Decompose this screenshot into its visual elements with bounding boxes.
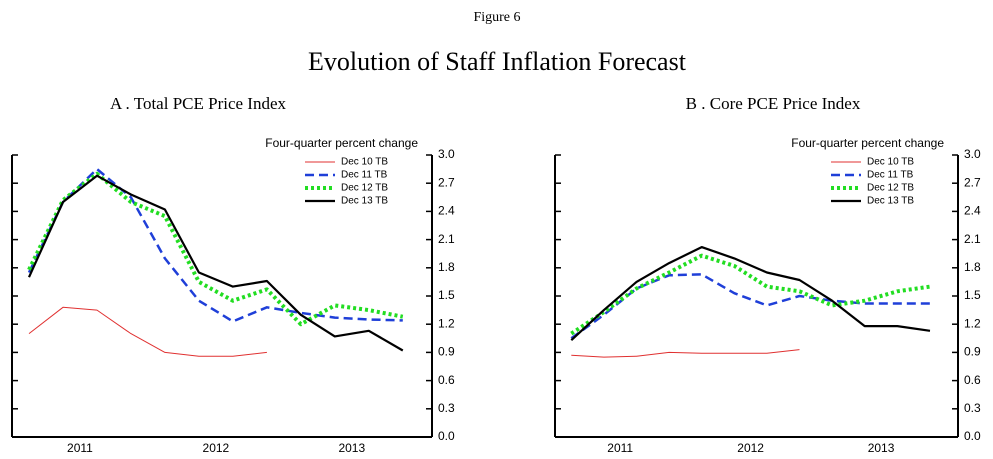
x-tick-label: 2012 [203, 441, 230, 455]
legend-label: Dec 12 TB [341, 183, 388, 194]
panel-title: B . Core PCE Price Index [686, 94, 861, 113]
series-line [571, 349, 800, 358]
y-tick-label: 2.1 [438, 232, 455, 246]
y-tick-label: 1.8 [438, 260, 455, 274]
y-axis-label: Four-quarter percent change [265, 136, 418, 150]
series-line [27, 171, 404, 327]
y-tick-label: 0.6 [964, 373, 981, 387]
figure-title: Evolution of Staff Inflation Forecast [308, 47, 687, 76]
y-tick-label: 3.0 [438, 147, 455, 161]
y-tick-label: 2.4 [438, 204, 455, 218]
x-tick-label: 2012 [737, 441, 764, 455]
legend-label: Dec 13 TB [867, 196, 914, 207]
series-line [27, 174, 404, 352]
series-line [28, 306, 267, 357]
legend-label: Dec 10 TB [341, 157, 388, 168]
y-tick-label: 1.5 [438, 288, 455, 302]
x-tick-label: 2011 [607, 441, 633, 455]
y-tick-label: 1.2 [964, 316, 981, 330]
y-tick-label: 2.7 [964, 175, 981, 189]
x-tick-label: 2013 [338, 441, 365, 455]
y-tick-label: 3.0 [964, 147, 981, 161]
panel-title: A . Total PCE Price Index [110, 94, 287, 113]
x-tick-label: 2011 [67, 441, 93, 455]
series-line [570, 246, 931, 342]
y-tick-label: 2.4 [964, 204, 981, 218]
y-tick-label: 0.0 [964, 429, 981, 443]
figure-number: Figure 6 [473, 10, 520, 25]
legend-label: Dec 11 TB [867, 170, 914, 181]
x-tick-label: 2013 [868, 441, 895, 455]
y-tick-label: 0.6 [438, 373, 455, 387]
y-tick-label: 1.8 [964, 260, 981, 274]
y-axis-label: Four-quarter percent change [791, 136, 944, 150]
legend-label: Dec 12 TB [867, 183, 914, 194]
series-line [570, 273, 930, 340]
y-tick-label: 2.7 [438, 175, 455, 189]
series-line [27, 167, 403, 323]
legend-label: Dec 13 TB [341, 196, 388, 207]
y-tick-label: 0.9 [438, 345, 455, 359]
legend-label: Dec 10 TB [867, 157, 914, 168]
y-tick-label: 0.3 [964, 401, 981, 415]
series-line [570, 253, 931, 336]
y-tick-label: 0.3 [438, 401, 455, 415]
y-tick-label: 1.2 [438, 316, 455, 330]
y-tick-label: 2.1 [964, 232, 981, 246]
legend-label: Dec 11 TB [341, 170, 388, 181]
y-tick-label: 0.0 [438, 429, 455, 443]
y-tick-label: 0.9 [964, 345, 981, 359]
y-tick-label: 1.5 [964, 288, 981, 302]
